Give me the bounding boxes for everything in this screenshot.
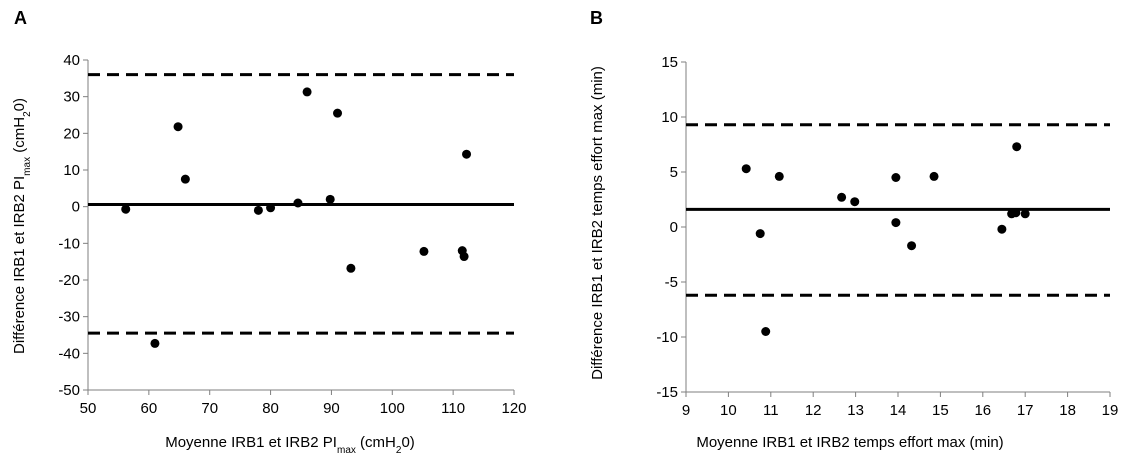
y-tick-label: -40 [58,345,80,362]
y-tick-label: 0 [72,199,80,216]
x-tick-label: 90 [323,400,340,417]
y-tick-label: -5 [665,274,678,291]
x-axis-label-a: Moyenne IRB1 et IRB2 PImax (cmH20) [165,434,415,456]
y-tick-label: 30 [63,89,80,106]
data-point [325,194,335,204]
y-tick-label: 10 [63,162,80,179]
y-tick-label: 40 [63,52,80,69]
x-tick-label: 13 [847,402,864,419]
x-tick-label: 120 [501,400,526,417]
axes-b [681,61,1111,397]
y-tick-label: 0 [670,219,678,236]
data-point [150,338,160,348]
data-point [293,198,303,208]
data-point [266,203,276,213]
data-point [121,204,131,214]
x-tick-label: 110 [441,400,465,417]
y-tick-label: -20 [58,272,80,289]
data-point [253,205,263,215]
y-tick-labels-a: 40 30 20 10 0 -10 -20 -30 -40 -50 [58,52,80,399]
x-tick-label: 15 [932,402,949,419]
data-point [1011,208,1021,218]
y-tick-label: -10 [58,235,80,252]
x-tick-labels-b: 9 10 11 12 13 14 15 16 17 18 19 [682,402,1119,419]
data-point [997,224,1007,234]
x-tick-label: 17 [1017,402,1034,419]
data-point [333,108,343,118]
x-tick-label: 100 [380,400,405,417]
data-point [850,197,860,207]
data-point [459,252,469,262]
data-point [929,171,939,181]
y-tick-label: 5 [670,164,678,181]
panel-label-b: B [590,8,603,28]
data-point [837,192,847,202]
y-tick-label: 20 [63,125,80,142]
reference-lines-b [686,123,1110,297]
data-point [419,246,429,256]
x-tick-label: 50 [80,400,97,417]
data-point [891,173,901,182]
panel-label-a: A [14,8,27,28]
x-tick-label: 60 [141,400,158,417]
data-point [761,327,771,336]
y-tick-label: -30 [58,309,80,326]
x-tick-label: 16 [974,402,991,419]
x-tick-label: 9 [682,402,690,419]
y-tick-labels-b: 15 10 5 0 -5 -10 -15 [656,54,678,401]
data-points-a [121,87,472,348]
x-tick-labels-a: 50 60 70 80 90 100 110 120 [80,400,527,417]
x-axis-label-b: Moyenne IRB1 et IRB2 temps effort max (m… [696,434,1003,451]
data-point [1020,209,1030,219]
x-tick-label: 11 [763,402,779,419]
data-point [346,263,356,273]
x-tick-label: 14 [890,402,907,419]
data-point [755,229,765,239]
x-tick-label: 70 [201,400,218,417]
x-tick-label: 80 [262,400,279,417]
axes-a [83,59,515,395]
y-tick-label: -15 [656,384,678,401]
x-tick-label: 12 [805,402,822,419]
x-tick-label: 19 [1102,402,1119,419]
data-point [173,122,183,132]
data-points-b [741,142,1030,336]
chart-panel-b: B 15 10 5 0 -5 -10 -15 9 10 11 12 13 14 15 16 17 18 19 M… [589,8,1118,451]
x-tick-label: 18 [1059,402,1076,419]
data-point [180,174,190,184]
data-point [907,241,917,251]
x-tick-label: 10 [720,402,737,419]
data-point [462,149,472,159]
data-point [302,87,312,97]
y-axis-label-b: Différence IRB1 et IRB2 temps effort max… [589,66,606,380]
data-point [1012,142,1022,152]
y-tick-label: 15 [661,54,678,71]
data-point [741,164,751,174]
y-axis-label-a: Différence IRB1 et IRB2 PImax (cmH20) [11,98,33,354]
y-tick-label: -10 [656,329,678,346]
data-point [891,218,901,228]
data-point [774,171,784,181]
y-tick-label: -50 [58,382,80,399]
y-tick-label: 10 [661,109,678,126]
